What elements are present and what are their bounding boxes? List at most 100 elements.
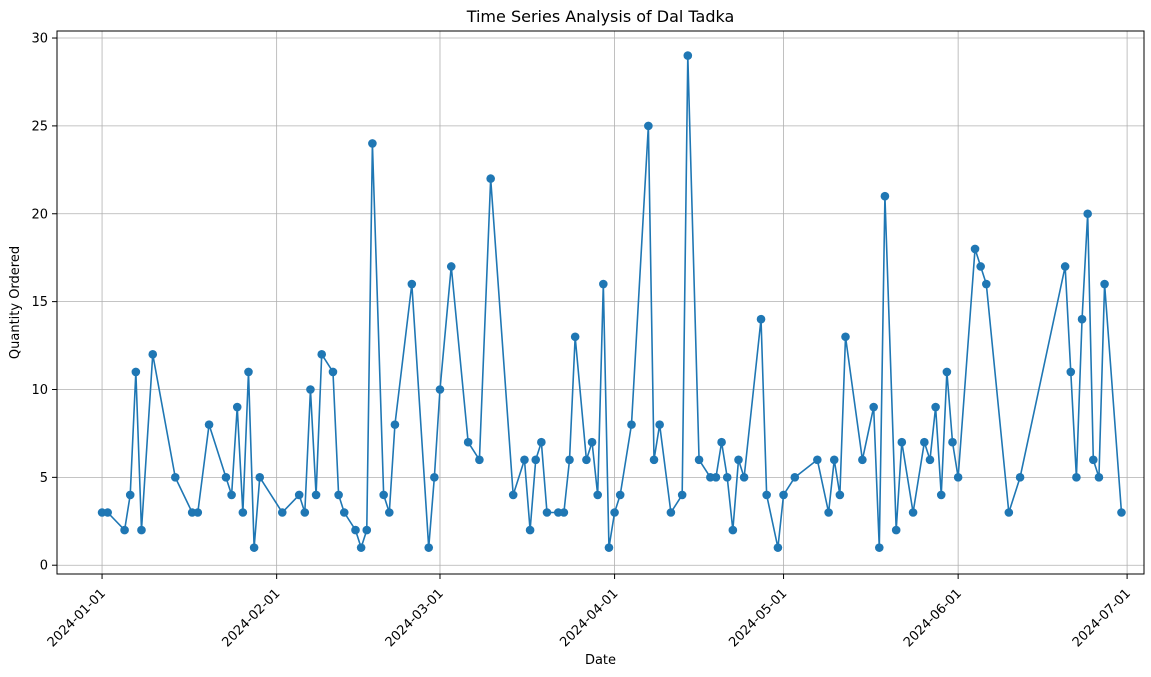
data-point xyxy=(103,508,112,517)
data-point xyxy=(1117,508,1126,517)
data-point xyxy=(790,473,800,482)
data-point xyxy=(328,367,338,377)
y-tick-label: 15 xyxy=(31,295,48,310)
data-point xyxy=(936,490,946,500)
data-point xyxy=(1100,279,1109,289)
data-point xyxy=(570,332,580,342)
series-polyline xyxy=(102,54,1123,549)
data-point xyxy=(756,314,766,324)
data-point xyxy=(976,262,985,271)
data-point xyxy=(1089,455,1098,465)
data-point xyxy=(430,473,439,482)
grid xyxy=(57,31,1144,574)
x-axis-ticks: 2024-01-01 2024-02-01 2024-03-01 2024-04-01… xyxy=(45,574,1134,650)
data-point xyxy=(170,473,180,482)
data-point xyxy=(244,367,253,377)
x-tick-label: 2024-05-01 xyxy=(726,586,790,650)
data-point xyxy=(334,490,343,500)
data-point xyxy=(565,455,574,465)
data-point xyxy=(390,420,400,429)
data-point xyxy=(762,490,771,500)
data-point xyxy=(221,473,231,482)
data-point xyxy=(677,490,687,500)
data-point xyxy=(717,437,726,447)
data-point xyxy=(773,543,783,552)
data-point xyxy=(734,455,743,465)
y-tick-label: 10 xyxy=(31,383,48,398)
data-point xyxy=(227,490,236,500)
data-point xyxy=(508,490,518,500)
data-point xyxy=(339,508,349,517)
x-tick-label: 2024-02-01 xyxy=(219,586,283,650)
plot-area-frame xyxy=(56,30,1145,575)
data-point xyxy=(627,420,636,429)
y-tick-label: 25 xyxy=(31,119,48,134)
data-point xyxy=(125,490,135,500)
data-point xyxy=(1004,508,1014,517)
data-point xyxy=(362,525,372,535)
data-point xyxy=(953,473,963,482)
data-point xyxy=(644,121,653,131)
y-tick-label: 30 xyxy=(31,32,48,47)
data-point xyxy=(829,455,839,465)
data-point xyxy=(368,139,377,148)
data-point xyxy=(897,437,907,447)
data-point xyxy=(120,525,129,535)
series-line xyxy=(102,54,1123,549)
data-point xyxy=(666,508,676,517)
data-point xyxy=(942,367,952,377)
data-point xyxy=(1077,314,1087,324)
data-point xyxy=(148,350,158,359)
data-point xyxy=(537,437,546,447)
y-tick-label: 5 xyxy=(40,471,48,486)
x-tick-label: 2024-06-01 xyxy=(901,586,965,650)
data-point xyxy=(874,543,884,552)
y-tick-label: 0 xyxy=(40,559,48,574)
data-point xyxy=(655,420,664,429)
data-point xyxy=(739,473,749,482)
data-point xyxy=(615,490,625,500)
data-point xyxy=(204,420,214,429)
data-point xyxy=(249,543,259,552)
data-point xyxy=(559,508,569,517)
y-axis-label: Quantity Ordered xyxy=(8,246,23,359)
data-point xyxy=(193,508,203,517)
data-point xyxy=(599,279,608,289)
data-point xyxy=(300,508,310,517)
data-point xyxy=(463,437,473,447)
data-point xyxy=(311,490,321,500)
x-tick-label: 2024-03-01 xyxy=(383,586,447,650)
data-point xyxy=(379,490,388,500)
data-point xyxy=(711,473,721,482)
data-point xyxy=(424,543,434,552)
data-point xyxy=(277,508,287,517)
x-tick-label: 2024-04-01 xyxy=(557,586,621,650)
data-point xyxy=(841,332,850,342)
data-point xyxy=(255,473,265,482)
data-point xyxy=(137,525,146,535)
data-point xyxy=(1083,209,1092,219)
data-point xyxy=(813,455,822,465)
data-point xyxy=(356,543,366,552)
data-point xyxy=(722,473,732,482)
data-point xyxy=(858,455,867,465)
data-point xyxy=(728,525,738,535)
data-point xyxy=(520,455,529,465)
data-point xyxy=(610,508,619,517)
data-point xyxy=(1066,367,1076,377)
data-point xyxy=(604,543,614,552)
data-point xyxy=(475,455,484,465)
data-point xyxy=(908,508,918,517)
x-tick-label: 2024-01-01 xyxy=(45,586,109,650)
data-point xyxy=(1072,473,1081,482)
y-axis-ticks: 0 5 10 15 20 25 30 xyxy=(31,32,57,574)
data-point xyxy=(779,490,788,500)
data-point xyxy=(920,437,929,447)
data-point xyxy=(1094,473,1104,482)
data-point xyxy=(824,508,833,517)
data-point xyxy=(306,385,315,394)
data-point xyxy=(587,437,597,447)
data-point xyxy=(593,490,602,500)
data-point xyxy=(683,51,693,60)
